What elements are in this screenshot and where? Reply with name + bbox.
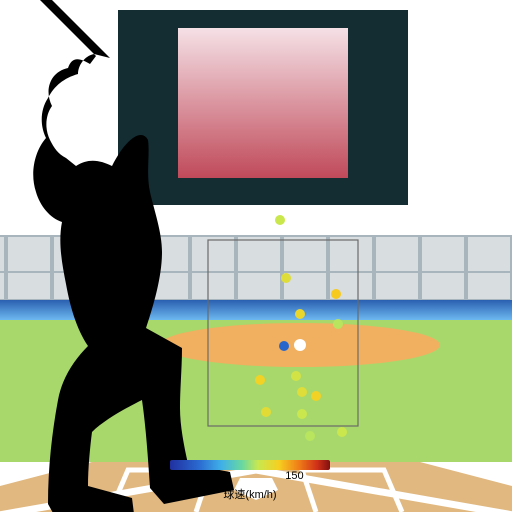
pitch-marker bbox=[261, 407, 271, 417]
speed-legend: 100 150 球速(km/h) bbox=[170, 460, 330, 502]
pitch-location-chart: 100 150 球速(km/h) bbox=[0, 0, 512, 512]
pitcher-mound bbox=[294, 339, 306, 351]
pitch-marker bbox=[331, 289, 341, 299]
pitch-marker bbox=[297, 387, 307, 397]
speed-tick: 150 bbox=[285, 470, 303, 482]
pitch-marker bbox=[291, 371, 301, 381]
pitch-marker bbox=[255, 375, 265, 385]
pitch-marker bbox=[275, 215, 285, 225]
pitch-marker bbox=[297, 409, 307, 419]
speed-colorbar bbox=[170, 460, 330, 470]
pitch-marker bbox=[305, 431, 315, 441]
pitch-marker bbox=[333, 319, 343, 329]
speed-ticks: 100 150 bbox=[170, 470, 330, 484]
pitch-marker bbox=[311, 391, 321, 401]
stadium-background bbox=[0, 0, 512, 512]
pitch-marker bbox=[295, 309, 305, 319]
scoreboard-screen bbox=[178, 28, 348, 178]
speed-axis-label: 球速(km/h) bbox=[170, 486, 330, 502]
pitch-marker bbox=[279, 341, 289, 351]
pitch-marker bbox=[337, 427, 347, 437]
pitch-marker bbox=[281, 273, 291, 283]
speed-tick: 100 bbox=[196, 470, 214, 482]
